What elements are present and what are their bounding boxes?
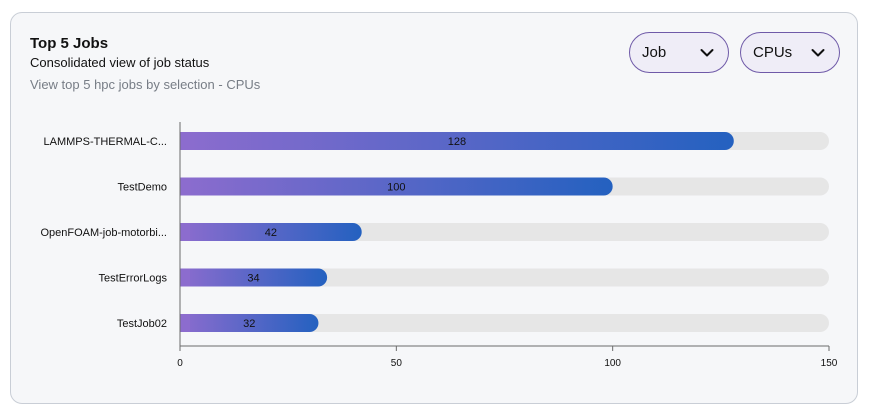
bar-left-edge: [180, 223, 190, 241]
card-subtitle: Consolidated view of job status: [30, 55, 210, 70]
bar-value-label: 100: [387, 182, 405, 194]
bar: [180, 314, 319, 332]
group-by-select[interactable]: Job: [629, 32, 729, 73]
metric-select-value: CPUs: [753, 44, 793, 61]
bar: [180, 177, 613, 196]
bar: [180, 268, 328, 287]
category-label: TestJob02: [117, 318, 167, 330]
bar-left-edge: [180, 132, 190, 150]
x-tick-label: 100: [604, 358, 621, 369]
category-label: TestDemo: [117, 182, 167, 194]
bar-track: [180, 314, 829, 332]
category-label: LAMMPS-THERMAL-C...: [44, 136, 167, 148]
bar-value-label: 42: [265, 227, 277, 239]
top-jobs-card: Top 5 Jobs Consolidated view of job stat…: [10, 12, 858, 404]
x-tick-label: 0: [177, 358, 183, 369]
group-by-select-value: Job: [642, 44, 667, 61]
bar-value-label: 128: [448, 136, 466, 148]
chevron-down-icon: [811, 48, 825, 56]
card-description: View top 5 hpc jobs by selection - CPUs: [30, 77, 261, 92]
bar-track: [180, 268, 829, 287]
chevron-down-icon: [700, 48, 714, 56]
category-label: OpenFOAM-job-motorbi...: [40, 227, 167, 239]
card-title: Top 5 Jobs: [30, 35, 109, 52]
x-tick-label: 150: [821, 358, 838, 369]
x-tick-label: 50: [391, 358, 403, 369]
bar-left-edge: [180, 177, 190, 196]
bar: [180, 223, 362, 241]
category-label: TestErrorLogs: [99, 273, 168, 285]
bar-left-edge: [180, 314, 190, 332]
bar-left-edge: [180, 268, 190, 287]
bar: [180, 132, 734, 150]
bar-value-label: 34: [247, 273, 259, 285]
metric-select[interactable]: CPUs: [740, 32, 840, 73]
bar-value-label: 32: [243, 318, 255, 330]
